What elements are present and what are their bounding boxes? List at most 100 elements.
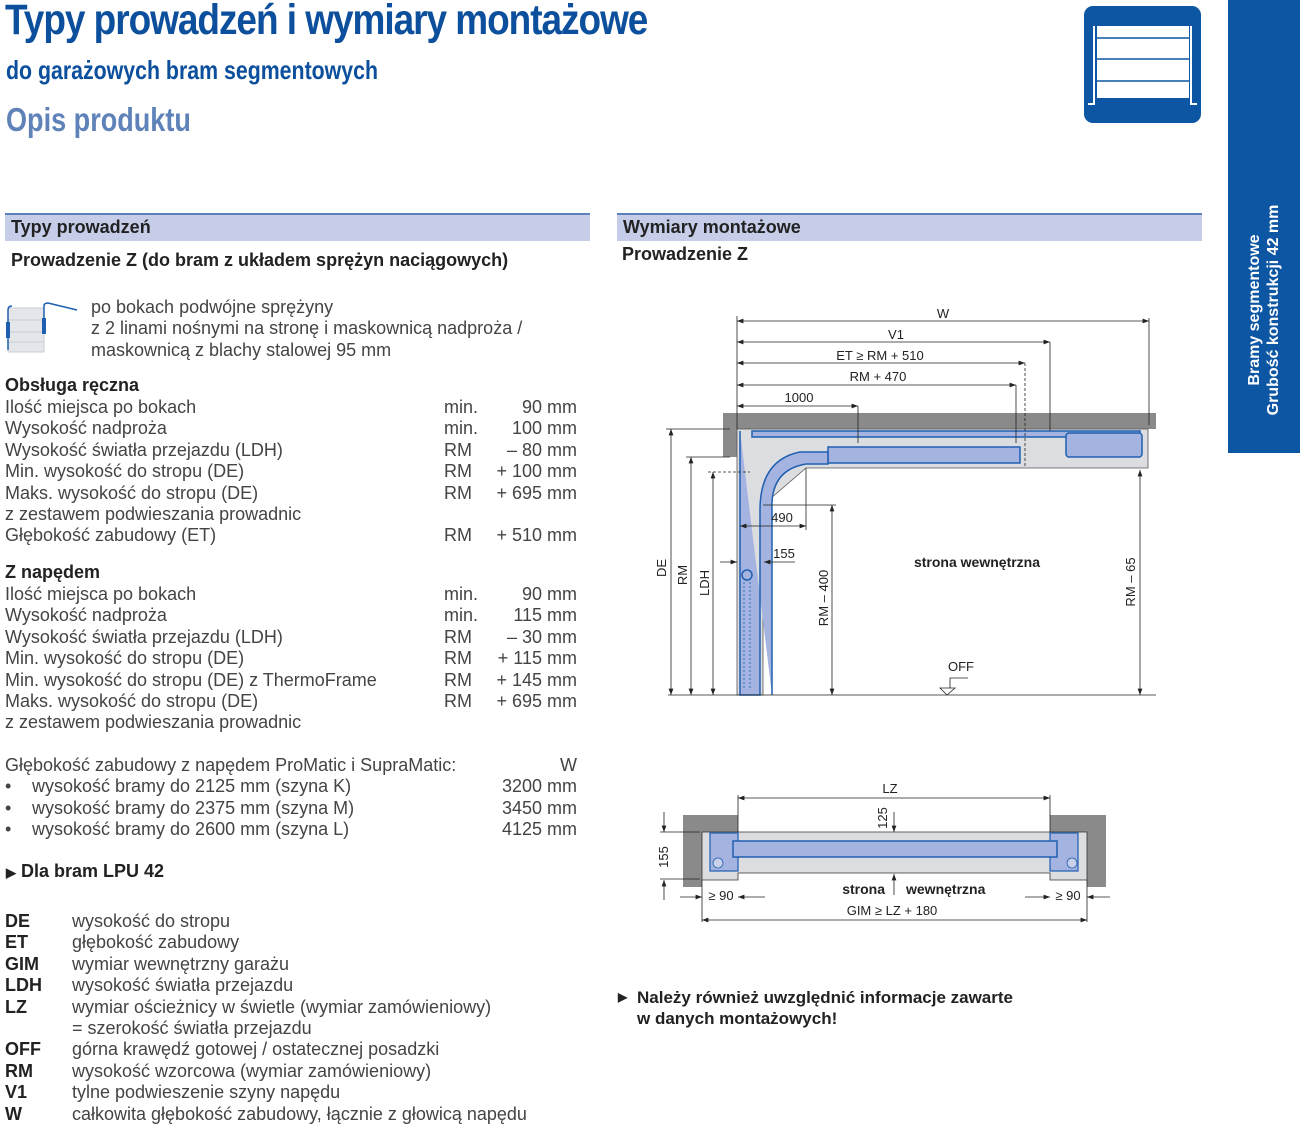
guide-desc-line: po bokach podwójne sprężyny: [91, 297, 334, 317]
spec-reference: RM: [444, 669, 472, 690]
legend-abbr: RM: [5, 1060, 33, 1081]
manual-spec-table: Ilość miejsca po bokach min. 90 mm Wysokość…: [5, 397, 577, 547]
legend-abbr: GIM: [5, 953, 39, 974]
spec-row: Wysokość nadproża min. 115 mm: [5, 605, 577, 626]
spec-row: Ilość miejsca po bokach min. 90 mm: [5, 397, 577, 418]
spec-label: Min. wysokość do stropu (DE) z ThermoFra…: [5, 669, 377, 690]
bullet-icon: •: [5, 797, 12, 818]
dim-de: DE: [654, 559, 669, 577]
depth-item-label: wysokość bramy do 2125 mm (szyna K): [32, 776, 352, 797]
depth-row: • wysokość bramy do 2125 mm (szyna K) 3200…: [5, 776, 577, 797]
dim-rm400: RM – 400: [816, 570, 831, 626]
legend-desc: wysokość wzorcowa (wymiar zamówieniowy): [72, 1060, 432, 1081]
spec-row: Min. wysokość do stropu (DE) RM + 100 mm: [5, 461, 577, 482]
spec-reference: RM: [444, 690, 472, 711]
spec-row: Wysokość nadproża min. 100 mm: [5, 418, 577, 439]
spec-value: 90 mm: [521, 584, 577, 604]
bullet-icon: •: [5, 776, 12, 797]
spec-reference: RM: [444, 648, 472, 669]
top-view-diagram: [660, 795, 1110, 923]
top-view-labels: LZ 125 155 strona wewnętrzna ≥ 90 ≥ 90 G…: [656, 781, 1081, 918]
manual-title: Obsługa ręczna: [5, 375, 140, 395]
legend-desc: wymiar wewnętrzny garażu: [72, 953, 290, 974]
spec-value: + 695 mm: [496, 482, 577, 503]
legend-desc: wysokość światła przejazdu: [72, 975, 294, 996]
dim-1000: 1000: [785, 390, 814, 405]
spec-label: Wysokość światła przejazdu (LDH): [5, 626, 283, 647]
spec-reference: min.: [444, 397, 479, 417]
legend-abbr: LZ: [5, 996, 27, 1017]
side-tab: Bramy segmentowe Grubość konstrukcji 42 …: [1228, 0, 1300, 453]
spec-value: + 115 mm: [497, 648, 577, 669]
depth-table: Głębokość zabudowy z napędem ProMatic i …: [5, 755, 577, 841]
depth-row: • wysokość bramy do 2600 mm (szyna L) 4125…: [5, 819, 577, 840]
abbreviation-legend: DE wysokość do stropu ET głębokość zabudowy…: [5, 911, 565, 1125]
dim-155-top: 155: [656, 846, 671, 868]
depth-item-label: wysokość bramy do 2375 mm (szyna M): [32, 797, 355, 818]
side-view-diagram: [666, 316, 1156, 696]
spec-reference: min.: [444, 418, 479, 439]
drive-spec-table: Ilość miejsca po bokach min. 90 mm Wysokość…: [5, 584, 577, 734]
page-title: Typy prowadzeń i wymiary montażowe: [5, 0, 648, 44]
play-arrow-icon: ▶: [6, 865, 16, 880]
spec-label: Maks. wysokość do stropu (DE): [5, 482, 259, 503]
spec-row: Wysokość światła przejazdu (LDH) RM – 80 m…: [5, 440, 577, 461]
dim-lz: LZ: [882, 781, 897, 796]
dim-rm470: RM + 470: [850, 369, 907, 384]
spec-row: z zestawem podwieszania prowadnic: [5, 712, 577, 733]
note-line: w danych montażowych!: [637, 1009, 838, 1028]
drive-title: Z napędem: [5, 562, 101, 582]
depth-row: • wysokość bramy do 2375 mm (szyna M) 3450…: [5, 798, 577, 819]
guide-title: Prowadzenie Z (do bram z układem sprężyn…: [11, 250, 509, 270]
section-header-guides: Typy prowadzeń: [5, 213, 590, 241]
spec-label: Ilość miejsca po bokach: [5, 584, 197, 604]
section-label: Opis produktu: [6, 101, 191, 138]
spec-row: z zestawem podwieszania prowadnic: [5, 504, 577, 525]
spec-label: Wysokość nadproża: [5, 605, 167, 626]
depth-item-value: 4125 mm: [501, 819, 577, 840]
dim-gim: GIM ≥ LZ + 180: [847, 903, 938, 918]
depth-unit: W: [560, 755, 577, 775]
lpu-link[interactable]: ▶ Dla bram LPU 42: [6, 861, 164, 882]
legend-abbr: W: [5, 1103, 22, 1124]
spec-label: Maks. wysokość do stropu (DE): [5, 690, 259, 711]
dim-right-90: ≥ 90: [1055, 888, 1080, 903]
spec-reference: RM: [444, 439, 472, 460]
depth-item-value: 3450 mm: [501, 797, 577, 818]
dim-left-90: ≥ 90: [708, 888, 733, 903]
spec-label: z zestawem podwieszania prowadnic: [5, 712, 302, 733]
dim-w: W: [937, 306, 950, 321]
legend-abbr: DE: [5, 911, 31, 931]
inside-label: strona wewnętrzna: [914, 554, 1040, 570]
dim-ldh: LDH: [697, 570, 712, 596]
dim-rm: RM: [675, 565, 690, 585]
legend-row: LZ wymiar ościeżnicy w świetle (wymiar za…: [5, 997, 565, 1018]
spec-row: Wysokość światła przejazdu (LDH) RM – 30 m…: [5, 627, 577, 648]
spec-reference: min.: [444, 605, 479, 626]
dim-et: ET ≥ RM + 510: [836, 348, 923, 363]
guide-description: po bokach podwójne sprężyny z 2 linami n…: [91, 297, 522, 361]
legend-row: OFF górna krawędź gotowej / ostatecznej p…: [5, 1039, 565, 1060]
spec-row: Ilość miejsca po bokach min. 90 mm: [5, 584, 577, 605]
spec-row: Maks. wysokość do stropu (DE) RM + 695 mm: [5, 691, 577, 712]
depth-label: Głębokość zabudowy z napędem ProMatic i …: [5, 755, 457, 775]
spec-value: + 100 mm: [496, 461, 577, 482]
legend-desc: głębokość zabudowy: [72, 932, 240, 953]
spec-value: – 80 mm: [506, 439, 577, 460]
spec-row: Głębokość zabudowy (ET) RM + 510 mm: [5, 525, 577, 546]
guide-desc-line: maskownicą z blachy stalowej 95 mm: [91, 339, 392, 360]
spec-value: + 510 mm: [496, 525, 577, 546]
off-label: OFF: [948, 659, 974, 674]
legend-desc: = szerokość światła przejazdu: [72, 1017, 312, 1038]
garage-door-logo-icon: [1084, 6, 1201, 123]
legend-row: RM wysokość wzorcowa (wymiar zamówieniowy…: [5, 1061, 565, 1082]
legend-row: DE wysokość do stropu: [5, 911, 565, 932]
legend-row: = szerokość światła przejazdu: [5, 1018, 565, 1039]
strona-label: strona: [842, 881, 885, 897]
dim-v1: V1: [888, 327, 904, 342]
depth-item-label: wysokość bramy do 2600 mm (szyna L): [32, 819, 350, 840]
spec-reference: RM: [444, 461, 472, 482]
spec-label: Ilość miejsca po bokach: [5, 397, 197, 417]
legend-desc: tylne podwieszenie szyny napędu: [72, 1082, 341, 1103]
